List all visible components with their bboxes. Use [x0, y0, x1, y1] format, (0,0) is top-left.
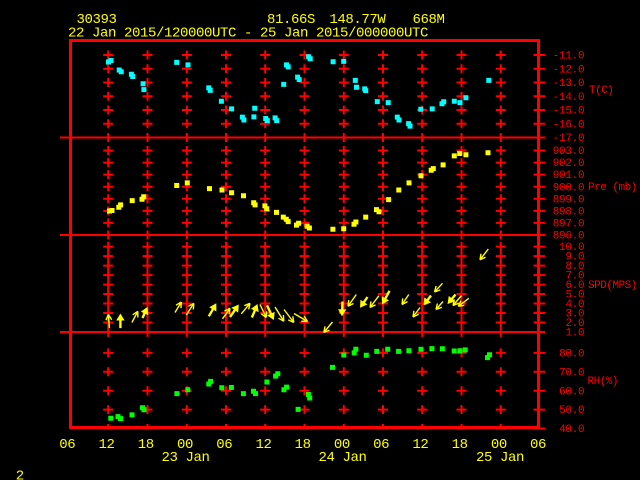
- svg-text:901.0: 901.0: [553, 170, 585, 182]
- svg-text:-12.0: -12.0: [553, 64, 585, 76]
- svg-text:1.0: 1.0: [565, 328, 584, 340]
- svg-text:40.0: 40.0: [559, 424, 584, 436]
- svg-text:06: 06: [373, 437, 389, 453]
- svg-text:-14.0: -14.0: [553, 92, 585, 104]
- svg-text:80.0: 80.0: [559, 349, 584, 361]
- svg-text:10.0: 10.0: [559, 242, 584, 254]
- svg-text:2.0: 2.0: [565, 318, 584, 330]
- svg-text:T(C): T(C): [589, 85, 613, 97]
- svg-text:30393: 30393: [77, 12, 117, 28]
- svg-text:Pre (mb): Pre (mb): [588, 182, 637, 194]
- svg-text:898.0: 898.0: [553, 206, 585, 218]
- svg-text:-13.0: -13.0: [553, 78, 585, 90]
- svg-text:902.0: 902.0: [553, 158, 585, 170]
- svg-text:-17.0: -17.0: [553, 133, 585, 145]
- svg-text:70.0: 70.0: [559, 367, 584, 379]
- svg-text:5.0: 5.0: [565, 290, 584, 302]
- svg-text:12: 12: [412, 437, 428, 453]
- svg-text:148.77W: 148.77W: [329, 12, 386, 28]
- svg-text:896.0: 896.0: [553, 231, 585, 243]
- svg-text:668M: 668M: [413, 12, 445, 28]
- svg-text:3.0: 3.0: [565, 309, 584, 321]
- svg-text:18: 18: [452, 437, 468, 453]
- svg-text:00: 00: [334, 437, 350, 453]
- svg-text:06: 06: [216, 437, 232, 453]
- svg-text:8.0: 8.0: [565, 261, 584, 273]
- svg-text:-16.0: -16.0: [553, 119, 585, 131]
- svg-text:2: 2: [16, 469, 24, 480]
- svg-text:4.0: 4.0: [565, 299, 584, 311]
- svg-text:12: 12: [99, 437, 115, 453]
- svg-text:00: 00: [177, 437, 193, 453]
- svg-text:-15.0: -15.0: [553, 106, 585, 118]
- svg-text:7.0: 7.0: [565, 271, 584, 283]
- svg-text:-11.0: -11.0: [553, 51, 585, 63]
- svg-text:00: 00: [491, 437, 507, 453]
- svg-text:RH(%): RH(%): [588, 376, 619, 388]
- svg-text:22 Jan 2015/120000UTC - 25 Jan: 22 Jan 2015/120000UTC - 25 Jan 2015/0000…: [68, 26, 428, 42]
- svg-text:50.0: 50.0: [559, 405, 584, 417]
- svg-text:23 Jan: 23 Jan: [161, 450, 209, 466]
- svg-text:12: 12: [255, 437, 271, 453]
- svg-text:18: 18: [138, 437, 154, 453]
- svg-text:24 Jan: 24 Jan: [318, 450, 366, 466]
- svg-text:903.0: 903.0: [553, 146, 585, 158]
- svg-text:18: 18: [295, 437, 311, 453]
- svg-text:06: 06: [59, 437, 75, 453]
- svg-text:899.0: 899.0: [553, 194, 585, 206]
- svg-text:9.0: 9.0: [565, 252, 584, 264]
- svg-text:6.0: 6.0: [565, 280, 584, 292]
- svg-text:SPD(MPS): SPD(MPS): [588, 280, 637, 292]
- svg-text:06: 06: [530, 437, 546, 453]
- svg-text:81.66S: 81.66S: [267, 12, 315, 28]
- svg-text:900.0: 900.0: [553, 182, 585, 194]
- svg-text:897.0: 897.0: [553, 219, 585, 231]
- svg-text:25 Jan: 25 Jan: [476, 450, 524, 466]
- svg-text:60.0: 60.0: [559, 386, 584, 398]
